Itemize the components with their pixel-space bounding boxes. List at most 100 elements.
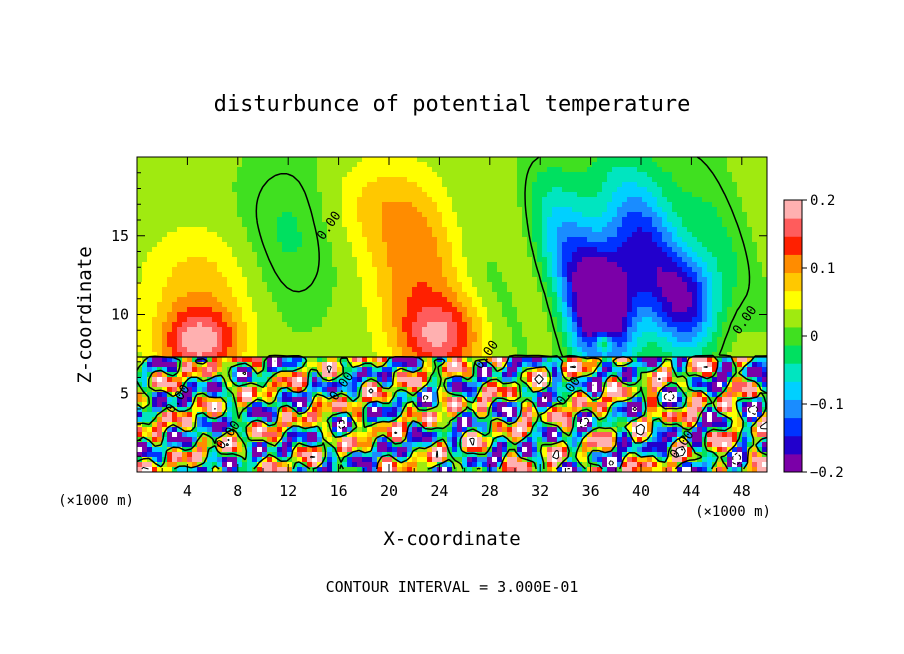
heatmap-cell <box>227 242 233 248</box>
heatmap-cell <box>227 252 233 258</box>
heatmap-cell <box>657 177 663 183</box>
heatmap-cell <box>537 352 543 358</box>
heatmap-cell <box>702 222 708 228</box>
heatmap-cell <box>497 172 503 178</box>
heatmap-cell <box>742 252 748 258</box>
heatmap-cell <box>252 212 258 218</box>
heatmap-cell <box>207 332 213 338</box>
heatmap-cell <box>587 277 593 283</box>
heatmap-cell <box>277 252 283 258</box>
heatmap-cell <box>602 282 608 288</box>
heatmap-cell <box>657 167 663 173</box>
heatmap-cell <box>722 207 728 213</box>
heatmap-cell <box>207 232 213 238</box>
heatmap-cell <box>592 222 598 228</box>
heatmap-cell <box>407 247 413 253</box>
heatmap-cell <box>457 262 463 268</box>
heatmap-cell <box>687 207 693 213</box>
heatmap-cell <box>567 247 573 253</box>
heatmap-cell <box>507 332 513 338</box>
heatmap-cell <box>437 337 443 343</box>
heatmap-cell <box>247 157 253 163</box>
heatmap-cell <box>667 207 673 213</box>
heatmap-cell <box>622 232 628 238</box>
heatmap-cell <box>492 297 498 303</box>
heatmap-cell <box>327 212 333 218</box>
heatmap-cell <box>662 307 668 313</box>
heatmap-cell <box>162 227 168 233</box>
heatmap-cell <box>592 327 598 333</box>
heatmap-cell <box>742 332 748 338</box>
heatmap-cell <box>247 192 253 198</box>
heatmap-cell <box>667 262 673 268</box>
heatmap-cell <box>527 277 533 283</box>
heatmap-cell <box>397 232 403 238</box>
heatmap-cell <box>167 212 173 218</box>
heatmap-cell <box>212 352 218 358</box>
heatmap-cell <box>387 232 393 238</box>
heatmap-cell <box>392 162 398 168</box>
heatmap-cell <box>467 257 473 263</box>
heatmap-cell <box>347 187 353 193</box>
heatmap-cell <box>332 187 338 193</box>
heatmap-cell <box>607 302 613 308</box>
heatmap-cell <box>402 212 408 218</box>
heatmap-cell <box>307 307 313 313</box>
heatmap-cell <box>402 267 408 273</box>
heatmap-cell <box>197 287 203 293</box>
heatmap-cell <box>257 237 263 243</box>
heatmap-cell <box>417 207 423 213</box>
heatmap-cell <box>737 292 743 298</box>
heatmap-cell <box>692 212 698 218</box>
heatmap-cell <box>182 182 188 188</box>
heatmap-cell <box>307 322 313 328</box>
heatmap-cell <box>717 202 723 208</box>
heatmap-cell <box>582 297 588 303</box>
heatmap-cell <box>262 172 268 178</box>
heatmap-cell <box>327 252 333 258</box>
heatmap-cell <box>707 192 713 198</box>
heatmap-cell <box>522 287 528 293</box>
heatmap-cell <box>657 182 663 188</box>
heatmap-cell <box>552 207 558 213</box>
heatmap-cell <box>202 332 208 338</box>
heatmap-cell <box>697 287 703 293</box>
heatmap-cell <box>667 212 673 218</box>
heatmap-cell <box>702 207 708 213</box>
heatmap-cell <box>187 197 193 203</box>
heatmap-cell <box>687 167 693 173</box>
heatmap-cell <box>552 317 558 323</box>
heatmap-cell <box>272 277 278 283</box>
heatmap-cell <box>697 187 703 193</box>
heatmap-cell <box>762 187 768 193</box>
heatmap-cell <box>212 322 218 328</box>
heatmap-cell <box>497 257 503 263</box>
heatmap-cell <box>427 302 433 308</box>
heatmap-cell <box>252 257 258 263</box>
heatmap-cell <box>367 342 373 348</box>
heatmap-cell <box>277 162 283 168</box>
heatmap-cell <box>352 217 358 223</box>
heatmap-cell <box>482 237 488 243</box>
heatmap-cell <box>332 157 338 163</box>
heatmap-cell <box>342 247 348 253</box>
heatmap-cell <box>272 227 278 233</box>
heatmap-cell <box>322 237 328 243</box>
heatmap-cell <box>362 352 368 358</box>
heatmap-cell <box>722 277 728 283</box>
heatmap-cell <box>382 217 388 223</box>
heatmap-cell <box>142 277 148 283</box>
heatmap-cell <box>487 277 493 283</box>
heatmap-cell <box>467 342 473 348</box>
heatmap-cell <box>162 282 168 288</box>
heatmap-cell <box>472 207 478 213</box>
heatmap-cell <box>367 232 373 238</box>
heatmap-cell <box>407 287 413 293</box>
heatmap-cell <box>732 257 738 263</box>
heatmap-cell <box>292 232 298 238</box>
heatmap-cell <box>572 277 578 283</box>
heatmap-cell <box>262 322 268 328</box>
heatmap-cell <box>577 267 583 273</box>
heatmap-cell <box>702 332 708 338</box>
heatmap-cell <box>592 192 598 198</box>
